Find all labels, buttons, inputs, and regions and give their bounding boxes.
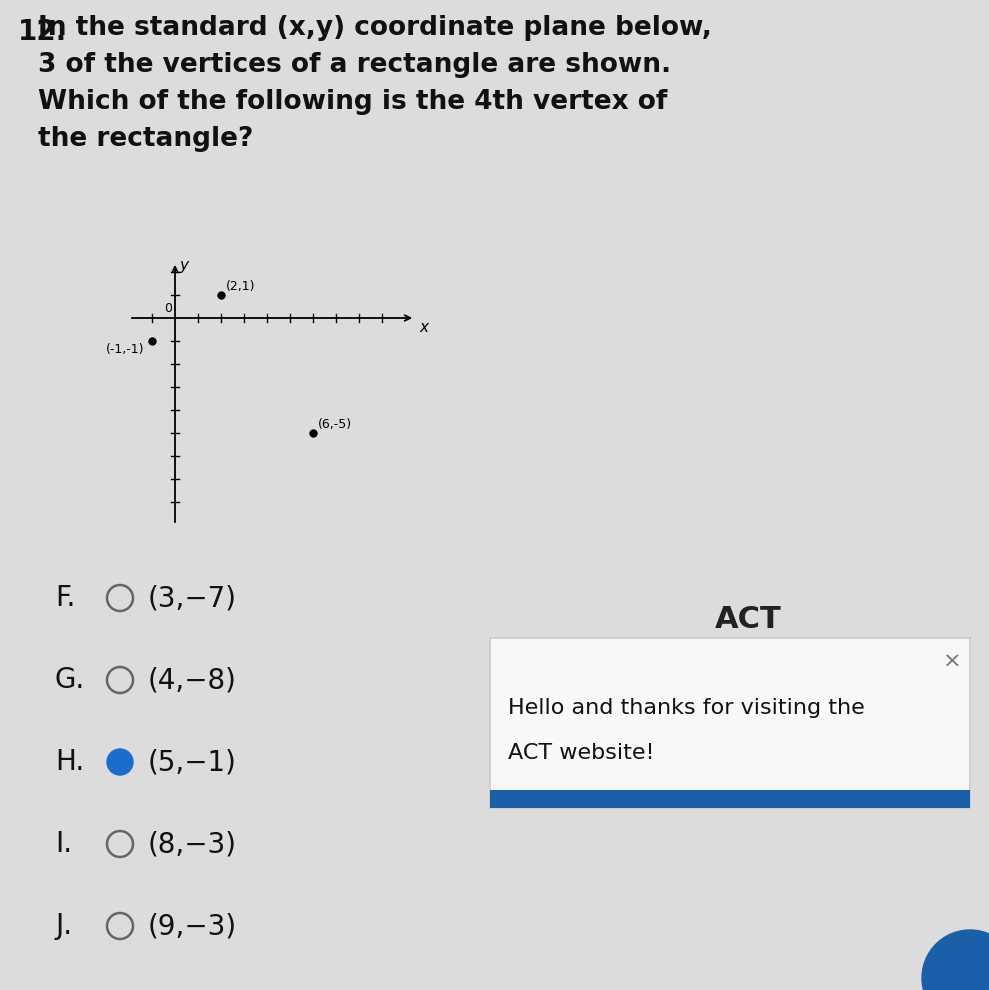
Text: (6,-5): (6,-5) — [318, 418, 352, 431]
Text: (2,1): (2,1) — [226, 280, 255, 293]
Text: x: x — [419, 320, 428, 335]
Text: (4,−8): (4,−8) — [148, 666, 237, 694]
Text: F.: F. — [55, 584, 75, 612]
Text: I.: I. — [55, 830, 72, 858]
Text: 12.: 12. — [18, 18, 67, 46]
Text: Hello and thanks for visiting the: Hello and thanks for visiting the — [508, 698, 864, 718]
Text: ACT website!: ACT website! — [508, 743, 655, 763]
Text: (9,−3): (9,−3) — [148, 912, 237, 940]
FancyBboxPatch shape — [490, 638, 970, 808]
Text: y: y — [179, 258, 188, 273]
Text: 0: 0 — [164, 302, 172, 315]
Text: J.: J. — [55, 912, 72, 940]
Text: (-1,-1): (-1,-1) — [106, 343, 144, 356]
Circle shape — [922, 930, 989, 990]
Circle shape — [107, 749, 133, 775]
Bar — [490, 790, 970, 808]
Text: ACT: ACT — [715, 606, 781, 635]
Text: (5,−1): (5,−1) — [148, 748, 237, 776]
Text: In the standard (x,y) coordinate plane below,
3 of the vertices of a rectangle a: In the standard (x,y) coordinate plane b… — [38, 15, 712, 152]
Text: ×: × — [944, 652, 962, 672]
Text: (8,−3): (8,−3) — [148, 830, 237, 858]
Text: G.: G. — [55, 666, 85, 694]
Text: (3,−7): (3,−7) — [148, 584, 237, 612]
Text: H.: H. — [55, 748, 84, 776]
